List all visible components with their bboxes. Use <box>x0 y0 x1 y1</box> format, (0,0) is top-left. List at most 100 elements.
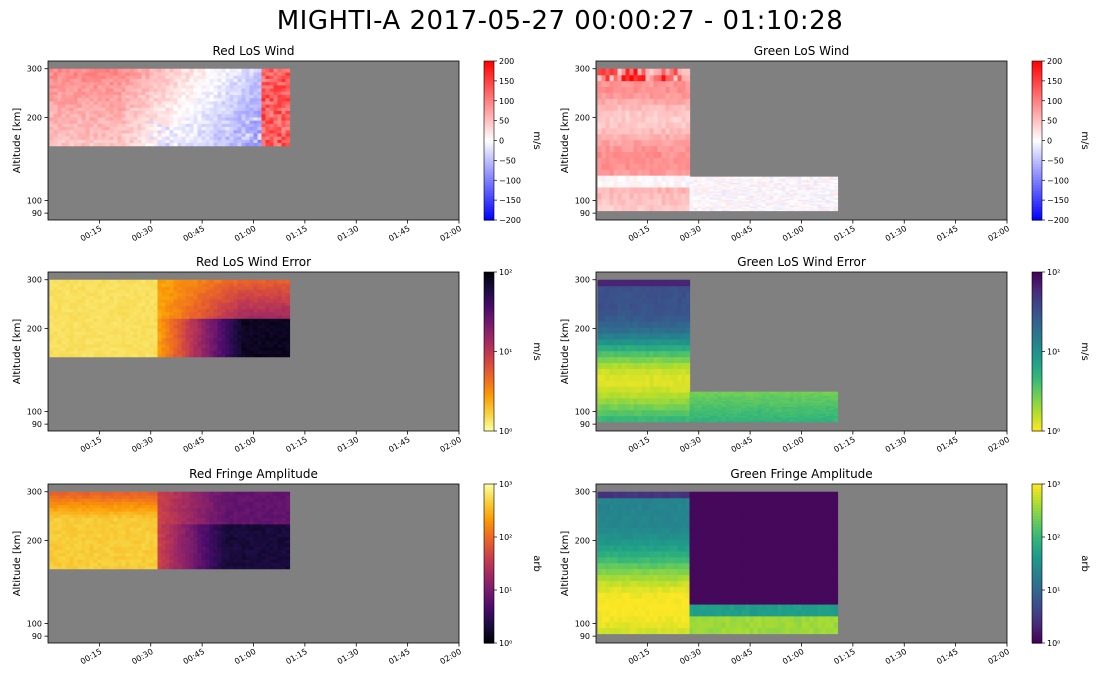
heatmap-cell <box>789 187 795 190</box>
heatmap-cell <box>249 110 255 115</box>
heatmap-cell <box>693 176 699 179</box>
heatmap-cell <box>89 318 95 322</box>
heatmap-cell <box>749 182 755 185</box>
heatmap-cell <box>129 298 135 303</box>
heatmap-cell <box>141 136 147 140</box>
heatmap-cell <box>829 204 835 207</box>
heatmap-cell <box>261 343 267 348</box>
heatmap-cell <box>625 321 631 328</box>
heatmap-cell <box>97 120 103 124</box>
heatmap-cell <box>597 198 603 206</box>
heatmap-cell <box>81 295 87 300</box>
heatmap-cell <box>217 302 223 306</box>
heatmap-cell <box>61 295 67 300</box>
heatmap-cell <box>137 120 143 124</box>
heatmap-cell <box>717 194 723 197</box>
heatmap-cell <box>805 203 811 206</box>
heatmap-cell <box>761 206 767 209</box>
heatmap-cell <box>617 68 623 76</box>
heatmap-cell <box>693 202 699 205</box>
heatmap-cell <box>165 318 171 322</box>
heatmap-cell <box>641 198 647 206</box>
heatmap-cell <box>621 279 627 287</box>
colorbar-tick-label: −150 <box>499 196 521 205</box>
heatmap-cell <box>113 327 119 332</box>
heatmap-cell <box>117 327 123 332</box>
heatmap-cell <box>105 84 111 89</box>
heatmap-cell <box>609 110 615 117</box>
heatmap-cell <box>81 75 87 79</box>
colorbar-segment <box>484 201 494 205</box>
heatmap-cell <box>81 327 87 332</box>
heatmap-cell <box>813 185 819 188</box>
heatmap-cell <box>637 121 643 129</box>
heatmap-cell <box>53 350 59 355</box>
heatmap-cell <box>137 324 143 329</box>
heatmap-cell <box>829 194 835 197</box>
heatmap-cell <box>53 289 59 294</box>
heatmap-cell <box>81 97 87 102</box>
heatmap-cell <box>245 314 251 319</box>
colorbar-segment <box>484 282 494 286</box>
heatmap-cell <box>625 285 631 293</box>
heatmap-cell <box>57 305 63 310</box>
heatmap-cell <box>669 133 675 141</box>
heatmap-cell <box>221 78 227 83</box>
heatmap-cell <box>225 295 231 300</box>
heatmap-cell <box>733 200 739 203</box>
heatmap-cell <box>277 75 283 79</box>
heatmap-cell <box>49 129 55 134</box>
heatmap-cell <box>61 87 67 92</box>
heatmap-cell <box>609 403 615 411</box>
colorbar-segment <box>484 103 494 107</box>
heatmap-cell <box>617 139 623 147</box>
heatmap-cell <box>621 68 627 76</box>
heatmap-cell <box>157 100 163 105</box>
heatmap-cell <box>173 81 179 86</box>
heatmap-cell <box>85 129 91 134</box>
heatmap-cell <box>61 84 67 89</box>
heatmap-cell <box>285 311 291 316</box>
heatmap-cell <box>649 303 655 310</box>
heatmap-cell <box>601 327 607 334</box>
heatmap-cell <box>609 151 615 158</box>
heatmap-cell <box>161 103 167 108</box>
heatmap-cell <box>201 292 207 297</box>
heatmap-cell <box>761 179 767 182</box>
heatmap-cell <box>761 176 767 179</box>
heatmap-cell <box>253 136 259 140</box>
heatmap-cell <box>109 334 115 339</box>
colorbar-segment <box>484 314 494 318</box>
heatmap-cell <box>597 157 603 164</box>
heatmap-cell <box>197 100 203 105</box>
heatmap-cell <box>717 190 723 193</box>
heatmap-cell <box>725 206 731 209</box>
heatmap-cell <box>157 107 163 111</box>
heatmap-cell <box>101 305 107 310</box>
heatmap-cell <box>265 103 271 108</box>
heatmap-cell <box>697 187 703 190</box>
heatmap-cell <box>661 68 667 76</box>
heatmap-cell <box>645 175 651 182</box>
heatmap-cell <box>717 186 723 189</box>
heatmap-cell <box>213 107 219 111</box>
heatmap-cell <box>129 75 135 79</box>
heatmap-cell <box>141 347 147 351</box>
heatmap-cell <box>241 350 247 355</box>
heatmap-cell <box>217 75 223 79</box>
heatmap-cell <box>733 204 739 207</box>
heatmap-cell <box>653 198 659 206</box>
colorbar-segment <box>1032 66 1042 70</box>
colorbar-segment <box>484 325 494 329</box>
heatmap-cell <box>601 121 607 129</box>
colorbar-tick-label: 150 <box>1047 77 1062 86</box>
heatmap-cell <box>765 193 771 196</box>
heatmap-cell <box>105 129 111 134</box>
heatmap-cell <box>117 350 123 355</box>
heatmap-cell <box>81 282 87 287</box>
heatmap-cell <box>809 185 815 188</box>
heatmap-cell <box>705 183 711 186</box>
heatmap-cell <box>817 180 823 183</box>
heatmap-cell <box>149 136 155 140</box>
